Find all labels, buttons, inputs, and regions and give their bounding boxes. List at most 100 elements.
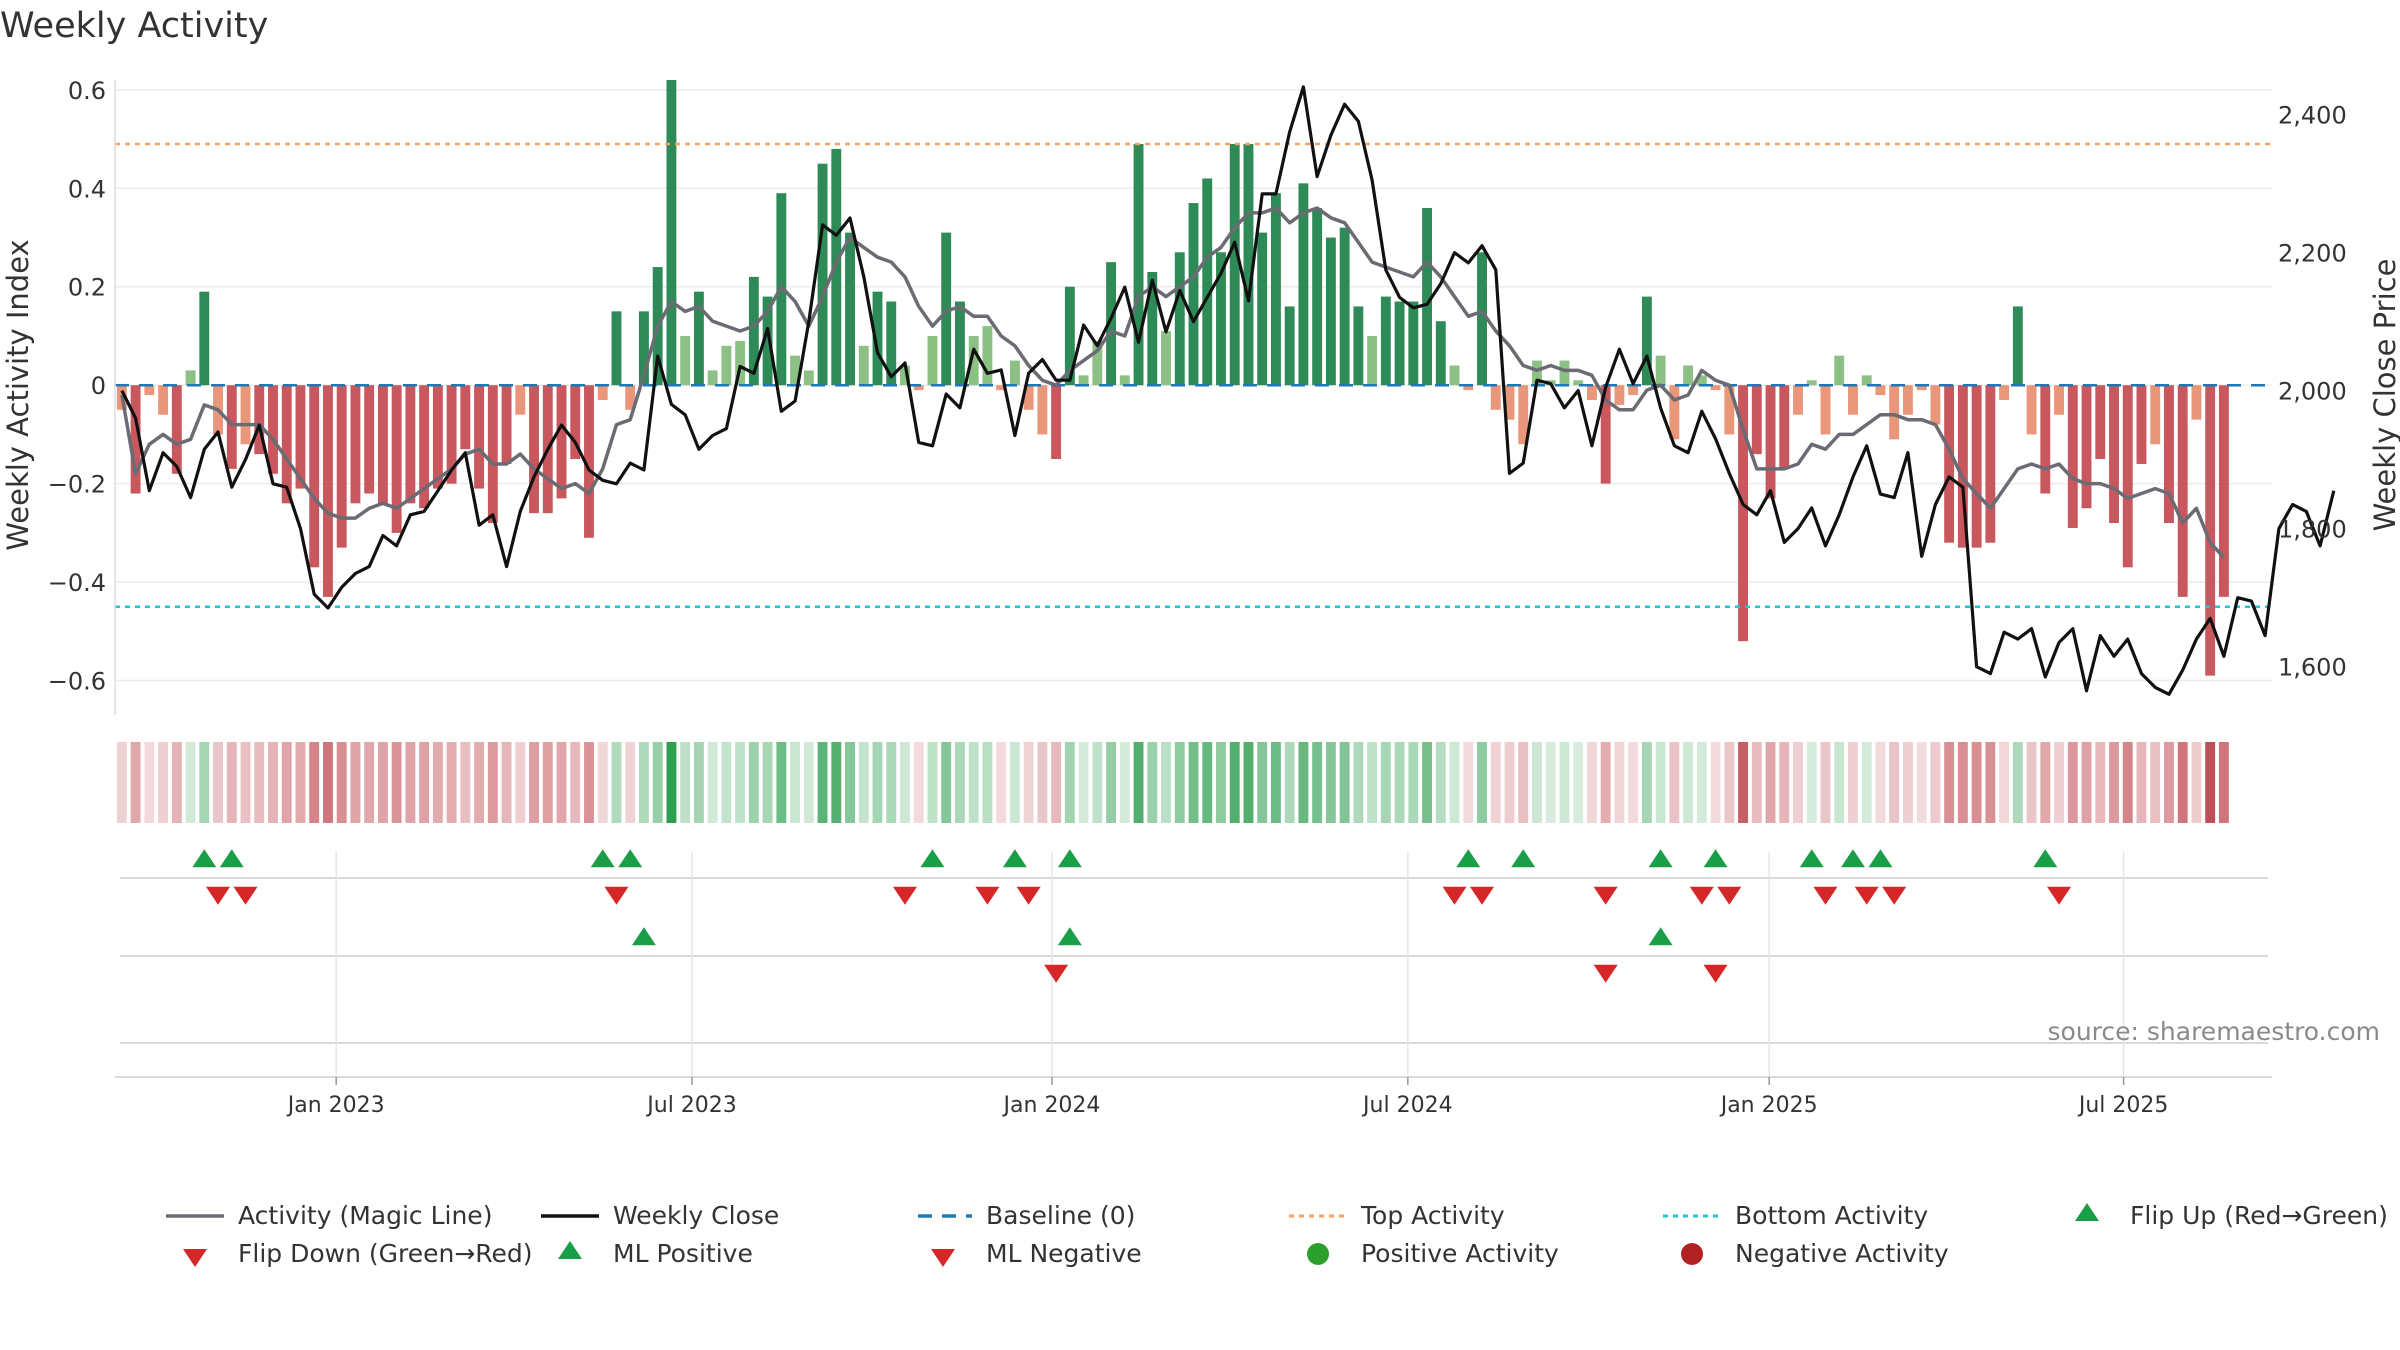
heat-cell <box>2095 742 2106 823</box>
activity-bar <box>1380 296 1391 386</box>
activity-bar <box>1174 252 1185 386</box>
heat-cell <box>1380 742 1391 823</box>
activity-bar <box>762 296 773 386</box>
heat-cell <box>707 742 718 823</box>
heat-cell <box>625 742 636 823</box>
heat-cell <box>2012 742 2023 823</box>
heat-cell <box>515 742 526 823</box>
heat-cell <box>817 742 828 823</box>
activity-bar <box>1944 385 1955 543</box>
activity-bar <box>281 385 292 504</box>
activity-bar <box>1092 340 1103 386</box>
flip-up-marker <box>192 849 217 868</box>
activity-bar <box>2150 385 2161 445</box>
activity-bar <box>886 301 897 386</box>
y2-tick-label: 2,200 <box>2278 240 2347 268</box>
activity-bar <box>1408 301 1419 386</box>
activity-bar <box>1037 385 1048 435</box>
activity-bar <box>240 385 251 445</box>
heat-cell <box>529 742 539 823</box>
activity-bar <box>900 365 910 386</box>
heat-cell <box>721 742 732 823</box>
activity-bar <box>199 291 210 386</box>
activity-bar <box>817 163 828 386</box>
magic-line-series <box>120 206 2226 559</box>
heat-cell <box>1023 742 1034 823</box>
chart-title: Weekly Activity <box>0 6 268 46</box>
activity-bar <box>515 385 526 415</box>
heat-cell <box>762 742 773 823</box>
heat-cell <box>776 742 787 823</box>
activity-bar <box>2095 385 2106 460</box>
heat-cell <box>1504 742 1515 823</box>
legend-label: Top Activity <box>1360 1201 1505 1230</box>
activity-bar <box>419 385 430 509</box>
activity-bar <box>2109 385 2119 524</box>
flip-up-marker <box>590 849 615 868</box>
flip-down-marker <box>1016 886 1041 905</box>
y-tick-label: −0.2 <box>48 471 106 499</box>
activity-bar <box>1229 143 1240 386</box>
activity-bar <box>336 385 347 548</box>
legend-swatch-triangle <box>931 1249 955 1267</box>
heat-cell <box>666 742 677 823</box>
activity-bar <box>1243 143 1254 386</box>
flip-up-marker <box>1057 849 1082 868</box>
activity-bar <box>130 385 141 494</box>
source-note: source: sharemaestro.com <box>2048 1017 2381 1046</box>
activity-bar <box>611 311 622 386</box>
legend-label: Positive Activity <box>1361 1239 1559 1268</box>
activity-bar <box>364 385 375 494</box>
heat-cell <box>1971 742 1982 823</box>
activity-bar <box>158 385 169 415</box>
y-tick-label: −0.4 <box>48 569 106 597</box>
flip-down-marker <box>892 886 917 905</box>
activity-bar <box>2026 385 2037 435</box>
heat-cell <box>2136 742 2147 823</box>
heat-cell <box>350 742 361 823</box>
heat-cell <box>2109 742 2119 823</box>
activity-bar <box>2205 385 2216 676</box>
heat-cell <box>2191 742 2202 823</box>
y2-tick-label: 1,600 <box>2278 654 2347 682</box>
flip-up-marker <box>2033 849 2058 868</box>
activity-bar <box>1325 237 1336 386</box>
activity-bar <box>501 385 512 464</box>
heat-cell <box>1394 742 1405 823</box>
heat-cell <box>144 742 155 823</box>
heat-cell <box>1188 742 1199 823</box>
flip-up-marker <box>1002 849 1027 868</box>
activity-bar <box>432 385 443 489</box>
heat-cell <box>1751 742 1762 823</box>
activity-bar <box>1477 252 1487 386</box>
heat-cell <box>419 742 430 823</box>
heat-cell <box>1738 742 1749 823</box>
activity-bar <box>1009 360 1020 386</box>
heat-cell <box>460 742 471 823</box>
activity-bar <box>941 232 952 386</box>
flip-down-marker <box>1813 886 1838 905</box>
heat-cell <box>680 742 691 823</box>
heat-cell <box>1573 742 1584 823</box>
activity-bar <box>1600 385 1611 484</box>
legend-label: Negative Activity <box>1735 1239 1949 1268</box>
activity-bar <box>1806 380 1817 386</box>
activity-bar <box>845 232 855 386</box>
heat-cell <box>913 742 924 823</box>
legend-swatch-triangle <box>2075 1203 2099 1221</box>
heat-cell <box>831 742 842 823</box>
activity-bar <box>1738 385 1749 642</box>
activity-bar <box>858 345 869 386</box>
activity-bar <box>1257 232 1268 386</box>
series-lines <box>120 85 2336 696</box>
flip-down-marker <box>206 886 231 905</box>
activity-bar <box>1202 178 1213 386</box>
heat-cell <box>487 742 498 823</box>
activity-bar <box>2164 385 2174 524</box>
flip-down-marker <box>2047 886 2072 905</box>
activity-bar <box>1669 385 1680 440</box>
heat-cell <box>886 742 897 823</box>
x-tick-label: Jan 2023 <box>286 1093 385 1118</box>
ml-negative-marker <box>1703 964 1728 983</box>
legend-swatch-triangle <box>183 1249 207 1267</box>
